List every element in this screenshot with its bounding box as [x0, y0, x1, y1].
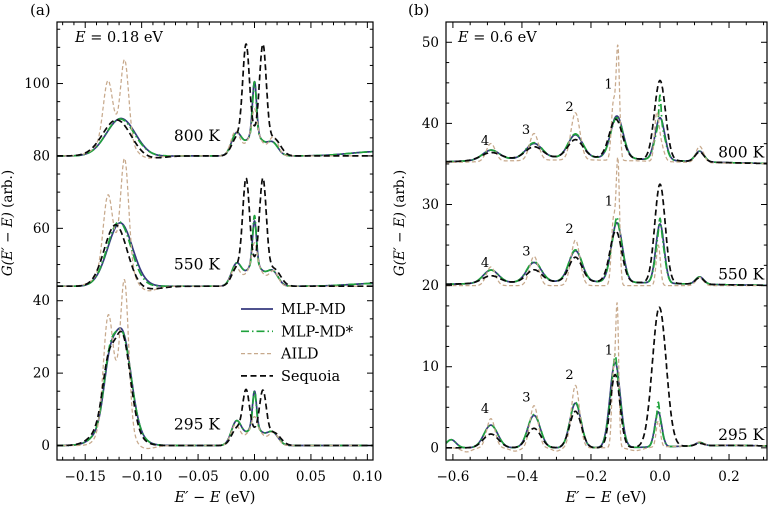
ticks — [446, 21, 767, 460]
x-tick-label: −0.6 — [437, 469, 470, 485]
peak-number-label: 2 — [565, 368, 573, 383]
y-tick-label: 20 — [33, 366, 50, 382]
peak-number-label: 4 — [481, 402, 489, 417]
ticks — [57, 22, 373, 460]
temperature-label: 550 K — [174, 256, 221, 274]
panel-label: (a) — [30, 1, 51, 19]
curve-AILD-295 K — [57, 278, 373, 450]
axes-frame — [445, 21, 768, 461]
y-tick-label: 40 — [422, 116, 439, 132]
temperature-label: 295 K — [174, 416, 221, 434]
curves-b — [446, 44, 767, 453]
curve-AILD-550 K — [446, 156, 767, 287]
x-tick-label: −0.15 — [65, 469, 106, 485]
y-tick-label: 50 — [422, 35, 439, 51]
temperature-label: 800 K — [174, 127, 221, 145]
energy-annotation: E = 0.6 eV — [457, 30, 537, 46]
legend: MLP-MD MLP-MD* AILD Sequoia — [241, 302, 354, 385]
temperature-label: 800 K — [718, 144, 765, 162]
legend-label: MLP-MD — [281, 302, 346, 318]
peak-number-label: 1 — [604, 77, 612, 92]
x-tick-label: 0.10 — [352, 469, 382, 485]
curve-Sequoia-295 K — [446, 306, 767, 449]
peak-number-label: 4 — [481, 134, 489, 149]
temperature-label: 550 K — [718, 265, 765, 283]
x-tick-label: −0.05 — [177, 469, 218, 485]
curve-Sequoia-800 K — [57, 43, 373, 159]
y-tick-label: 10 — [422, 359, 439, 375]
panel-a: −0.15 −0.10 −0.05 0.00 0.05 0.10 0 20 40 60 80 100 E… — [0, 1, 382, 506]
y-tick-label: 80 — [33, 148, 50, 164]
y-tick-label: 20 — [422, 278, 439, 294]
curve-MLP-MD*-800 K — [446, 94, 767, 165]
legend-label: AILD — [280, 347, 318, 363]
y-tick-label: 0 — [430, 440, 439, 456]
peak-number-label: 2 — [565, 222, 573, 237]
peak-number-label: 4 — [481, 256, 489, 271]
temperature-label: 295 K — [718, 426, 765, 444]
curve-AILD-800 K — [446, 44, 767, 165]
y-tick-label: 100 — [24, 76, 50, 92]
panel-b: −0.6 −0.4 −0.2 0.0 0.2 0 10 20 30 40 50 E′ − E (eV)… — [392, 1, 768, 506]
peak-number-label: 3 — [522, 391, 530, 406]
curve-Sequoia-800 K — [446, 79, 767, 165]
curve-Sequoia-295 K — [57, 330, 373, 447]
y-axis-label: G(E′ − E) (arb.) — [392, 170, 408, 276]
x-axis-label: E′ − E (eV) — [565, 490, 647, 506]
x-tick-label: −0.2 — [575, 469, 608, 485]
curve-Sequoia-550 K — [446, 183, 767, 287]
curve-Sequoia-550 K — [57, 177, 373, 290]
peak-number-label: 3 — [522, 245, 530, 260]
peak-number-label: 3 — [522, 123, 530, 138]
x-tick-label: −0.10 — [121, 469, 162, 485]
peak-number-label: 2 — [565, 100, 573, 115]
axes-frame — [56, 21, 374, 461]
x-axis-label: E′ − E (eV) — [174, 490, 256, 506]
y-tick-label: 40 — [33, 293, 50, 309]
legend-label: Sequoia — [281, 369, 341, 385]
legend-label: MLP-MD* — [281, 324, 354, 340]
peak-number-label: 1 — [605, 194, 613, 209]
x-tick-label: 0.2 — [718, 469, 739, 485]
curves-a — [57, 43, 373, 450]
curve-AILD-295 K — [446, 302, 767, 453]
y-tick-label: 0 — [41, 438, 50, 454]
panel-label: (b) — [408, 1, 429, 19]
curve-MLP-MD*-550 K — [446, 216, 767, 287]
y-tick-label: 30 — [422, 197, 439, 213]
x-tick-label: −0.4 — [506, 469, 539, 485]
y-axis-label: G(E′ − E) (arb.) — [0, 170, 16, 276]
y-tick-label: 60 — [33, 221, 50, 237]
x-tick-label: 0.00 — [239, 469, 269, 485]
x-tick-label: 0.05 — [296, 469, 326, 485]
peak-number-label: 1 — [605, 344, 613, 359]
x-tick-label: 0.0 — [649, 469, 670, 485]
energy-annotation: E = 0.18 eV — [74, 30, 163, 46]
